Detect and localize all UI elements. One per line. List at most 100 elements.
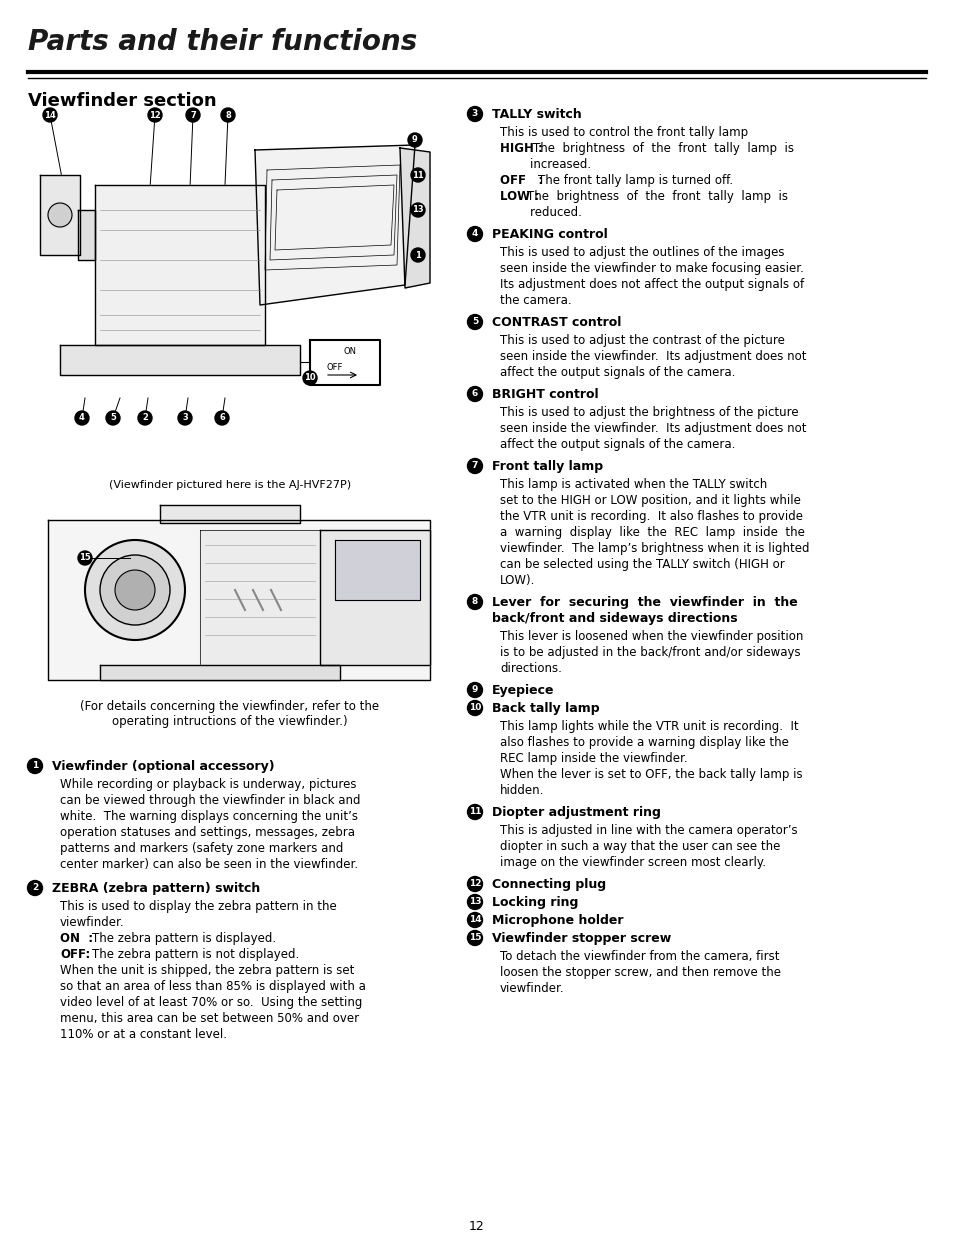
Text: seen inside the viewfinder.  Its adjustment does not: seen inside the viewfinder. Its adjustme… — [499, 350, 805, 363]
Text: affect the output signals of the camera.: affect the output signals of the camera. — [499, 438, 735, 451]
Text: The  brightness  of  the  front  tally  lamp  is: The brightness of the front tally lamp i… — [527, 190, 788, 203]
Text: When the lever is set to OFF, the back tally lamp is: When the lever is set to OFF, the back t… — [499, 768, 801, 781]
Text: ON: ON — [343, 347, 356, 357]
Text: The front tally lamp is turned off.: The front tally lamp is turned off. — [537, 174, 733, 186]
Circle shape — [467, 106, 482, 121]
Text: 110% or at a constant level.: 110% or at a constant level. — [60, 1028, 227, 1041]
Text: 15: 15 — [468, 934, 480, 942]
Circle shape — [106, 411, 120, 425]
Text: viewfinder.: viewfinder. — [60, 916, 125, 929]
Text: Lever  for  securing  the  viewfinder  in  the: Lever for securing the viewfinder in the — [492, 597, 797, 609]
Text: directions.: directions. — [499, 662, 561, 676]
Circle shape — [467, 894, 482, 909]
Text: 2: 2 — [31, 883, 38, 893]
Text: CONTRAST control: CONTRAST control — [492, 316, 620, 329]
Circle shape — [28, 758, 43, 773]
Text: can be viewed through the viewfinder in black and: can be viewed through the viewfinder in … — [60, 794, 360, 806]
Text: a  warning  display  like  the  REC  lamp  inside  the: a warning display like the REC lamp insi… — [499, 526, 804, 538]
Polygon shape — [78, 210, 95, 261]
Text: 6: 6 — [472, 389, 477, 399]
Text: 8: 8 — [225, 110, 231, 120]
Text: Eyepiece: Eyepiece — [492, 684, 554, 697]
Text: This lever is loosened when the viewfinder position: This lever is loosened when the viewfind… — [499, 630, 802, 643]
Text: 12: 12 — [149, 110, 161, 120]
Text: 9: 9 — [472, 685, 477, 694]
Polygon shape — [319, 530, 430, 664]
Text: 7: 7 — [472, 462, 477, 471]
Text: 13: 13 — [468, 898, 480, 906]
Text: Locking ring: Locking ring — [492, 897, 578, 909]
Text: 1: 1 — [31, 762, 38, 771]
Text: seen inside the viewfinder.  Its adjustment does not: seen inside the viewfinder. Its adjustme… — [499, 422, 805, 435]
Text: the VTR unit is recording.  It also flashes to provide: the VTR unit is recording. It also flash… — [499, 510, 802, 522]
Text: hidden.: hidden. — [499, 784, 544, 797]
Circle shape — [78, 551, 91, 564]
Circle shape — [467, 877, 482, 892]
Circle shape — [467, 700, 482, 715]
Text: Back tally lamp: Back tally lamp — [492, 701, 599, 715]
Circle shape — [411, 168, 424, 182]
Text: OFF: OFF — [327, 363, 343, 373]
Text: (Viewfinder pictured here is the AJ-HVF27P): (Viewfinder pictured here is the AJ-HVF2… — [109, 480, 351, 490]
Text: While recording or playback is underway, pictures: While recording or playback is underway,… — [60, 778, 356, 790]
Circle shape — [148, 107, 162, 122]
Text: 10: 10 — [304, 373, 315, 383]
Text: operating intructions of the viewfinder.): operating intructions of the viewfinder.… — [112, 715, 348, 727]
Circle shape — [467, 930, 482, 946]
Text: the camera.: the camera. — [499, 294, 571, 308]
Text: 7: 7 — [190, 110, 195, 120]
Text: Connecting plug: Connecting plug — [492, 878, 605, 890]
Text: This is used to display the zebra pattern in the: This is used to display the zebra patter… — [60, 900, 336, 913]
Text: This is used to adjust the brightness of the picture: This is used to adjust the brightness of… — [499, 406, 798, 419]
Text: ON  :: ON : — [60, 932, 93, 945]
Text: REC lamp inside the viewfinder.: REC lamp inside the viewfinder. — [499, 752, 687, 764]
Text: The zebra pattern is displayed.: The zebra pattern is displayed. — [91, 932, 275, 945]
Circle shape — [467, 913, 482, 927]
Text: HIGH :: HIGH : — [499, 142, 542, 156]
Text: Parts and their functions: Parts and their functions — [28, 28, 416, 56]
Text: OFF   :: OFF : — [499, 174, 542, 186]
Text: This lamp lights while the VTR unit is recording.  It: This lamp lights while the VTR unit is r… — [499, 720, 798, 734]
Text: Front tally lamp: Front tally lamp — [492, 459, 602, 473]
Circle shape — [178, 411, 192, 425]
Text: This is used to adjust the outlines of the images: This is used to adjust the outlines of t… — [499, 246, 783, 259]
Text: 14: 14 — [44, 110, 56, 120]
Text: also flashes to provide a warning display like the: also flashes to provide a warning displa… — [499, 736, 788, 748]
Circle shape — [467, 226, 482, 242]
Text: (For details concerning the viewfinder, refer to the: (For details concerning the viewfinder, … — [80, 700, 379, 713]
Text: 15: 15 — [79, 553, 91, 562]
Text: Microphone holder: Microphone holder — [492, 914, 623, 927]
Text: operation statuses and settings, messages, zebra: operation statuses and settings, message… — [60, 826, 355, 839]
Text: 5: 5 — [110, 414, 116, 422]
Text: BRIGHT control: BRIGHT control — [492, 388, 598, 401]
Circle shape — [221, 107, 234, 122]
Circle shape — [467, 315, 482, 330]
Text: 3: 3 — [182, 414, 188, 422]
Text: Viewfinder stopper screw: Viewfinder stopper screw — [492, 932, 671, 945]
Circle shape — [43, 107, 57, 122]
Text: 6: 6 — [219, 414, 225, 422]
Circle shape — [100, 555, 170, 625]
Text: loosen the stopper screw, and then remove the: loosen the stopper screw, and then remov… — [499, 966, 781, 979]
Text: LOW).: LOW). — [499, 574, 535, 587]
Circle shape — [115, 571, 154, 610]
Text: 4: 4 — [79, 414, 85, 422]
Text: This is adjusted in line with the camera operator’s: This is adjusted in line with the camera… — [499, 824, 797, 837]
Text: back/front and sideways directions: back/front and sideways directions — [492, 613, 737, 625]
Circle shape — [467, 683, 482, 698]
Text: PEAKING control: PEAKING control — [492, 228, 607, 241]
Circle shape — [48, 203, 71, 227]
Polygon shape — [310, 340, 379, 385]
Text: 2: 2 — [142, 414, 148, 422]
Text: diopter in such a way that the user can see the: diopter in such a way that the user can … — [499, 840, 780, 853]
Text: patterns and markers (safety zone markers and: patterns and markers (safety zone marker… — [60, 842, 343, 855]
Text: 12: 12 — [469, 1220, 484, 1233]
Text: 1: 1 — [415, 251, 420, 259]
Text: Its adjustment does not affect the output signals of: Its adjustment does not affect the outpu… — [499, 278, 803, 291]
Circle shape — [408, 133, 421, 147]
Polygon shape — [160, 505, 299, 522]
Text: so that an area of less than 85% is displayed with a: so that an area of less than 85% is disp… — [60, 981, 366, 993]
Text: menu, this area can be set between 50% and over: menu, this area can be set between 50% a… — [60, 1011, 358, 1025]
Text: 12: 12 — [468, 879, 480, 888]
Text: can be selected using the TALLY switch (HIGH or: can be selected using the TALLY switch (… — [499, 558, 784, 571]
